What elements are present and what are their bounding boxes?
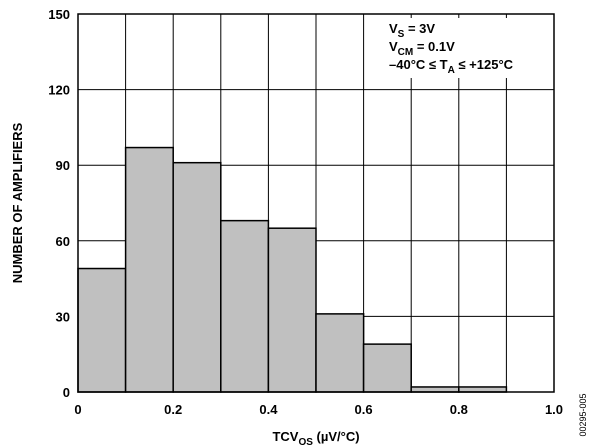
histogram-bar (362, 343, 412, 393)
condition-line: VS = 3V (389, 21, 435, 40)
histogram-bars (77, 146, 508, 393)
histogram-bar (267, 227, 317, 393)
y-tick-label: 90 (56, 158, 70, 173)
x-tick-label: 0.4 (259, 402, 278, 417)
histogram-bar (124, 146, 174, 393)
histogram-bar (458, 386, 508, 393)
x-tick-labels: 0 0.2 0.4 0.6 0.8 1.0 (74, 402, 563, 417)
legend-background (381, 18, 551, 78)
y-tick-label: 150 (48, 7, 70, 22)
histogram-bar (220, 219, 270, 393)
histogram-bar (172, 161, 222, 393)
histogram-bar (77, 267, 127, 393)
figure-id: 00295-005 (578, 393, 588, 436)
y-tick-label: 30 (56, 309, 70, 324)
x-tick-label: 0.6 (355, 402, 373, 417)
x-tick-label: 0.2 (164, 402, 182, 417)
y-tick-label: 120 (48, 83, 70, 98)
histogram-bar (410, 386, 460, 393)
histogram-bar (315, 313, 365, 393)
condition-line: –40°C ≤ TA ≤ +125°C (389, 57, 514, 76)
y-tick-label: 60 (56, 234, 70, 249)
x-axis-title: TCVOS (µV/°C) (272, 429, 359, 448)
x-tick-label: 0 (74, 402, 81, 417)
y-tick-label: 0 (63, 385, 70, 400)
x-tick-label: 0.8 (450, 402, 468, 417)
x-tick-label: 1.0 (545, 402, 563, 417)
y-axis-title: NUMBER OF AMPLIFIERS (10, 122, 25, 283)
condition-line: VCM = 0.1V (389, 39, 455, 58)
plot-frame (77, 13, 555, 393)
y-tick-labels: 0 30 60 90 120 150 (48, 7, 70, 400)
